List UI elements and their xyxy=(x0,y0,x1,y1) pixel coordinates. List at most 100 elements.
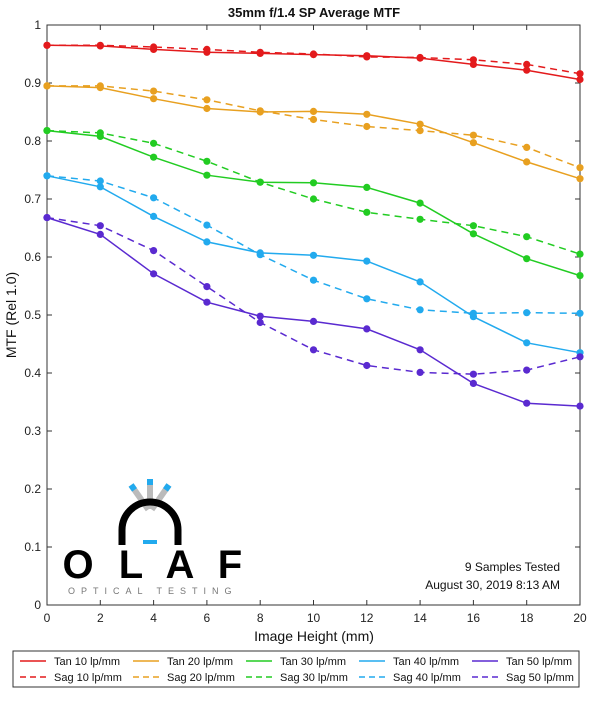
data-point xyxy=(203,171,211,179)
data-point xyxy=(523,366,531,374)
data-point xyxy=(203,283,211,291)
x-tick-label: 16 xyxy=(467,611,481,625)
data-point xyxy=(416,120,424,128)
logo-letter-a: A xyxy=(166,543,195,587)
data-point xyxy=(309,107,318,115)
y-tick-label: 0.3 xyxy=(24,424,41,438)
data-point xyxy=(363,208,371,216)
legend-item-sag-30-lp-mm: Sag 30 lp/mm xyxy=(246,672,348,684)
data-point xyxy=(96,129,104,137)
data-point xyxy=(150,212,158,220)
data-point xyxy=(416,199,424,207)
x-tick-label: 0 xyxy=(44,611,51,625)
data-point xyxy=(576,309,584,317)
series-sag-20-lp-mm xyxy=(43,82,584,172)
data-point xyxy=(96,177,104,185)
logo-camera-icon xyxy=(118,479,182,545)
samples-annotation: 9 Samples Tested xyxy=(465,560,560,574)
legend-item-sag-20-lp-mm: Sag 20 lp/mm xyxy=(133,672,235,684)
data-point xyxy=(43,82,51,90)
data-point xyxy=(309,179,318,187)
data-point xyxy=(363,110,371,118)
data-point xyxy=(43,214,51,222)
data-point xyxy=(416,306,424,314)
data-point xyxy=(256,318,264,327)
olaf-logo: O L A F OPTICAL TESTING xyxy=(62,479,242,596)
x-tick-label: 14 xyxy=(413,611,427,625)
data-point xyxy=(309,276,318,284)
data-point xyxy=(256,48,264,56)
data-point xyxy=(416,127,424,135)
legend-label: Tan 10 lp/mm xyxy=(54,656,120,668)
data-point xyxy=(43,41,51,49)
data-point xyxy=(150,270,158,278)
data-point xyxy=(576,353,584,361)
data-point xyxy=(203,45,211,54)
data-point xyxy=(469,230,477,238)
legend-label: Sag 40 lp/mm xyxy=(393,672,461,684)
data-point xyxy=(469,139,477,147)
y-tick-label: 0.5 xyxy=(24,308,41,322)
series-sag-10-lp-mm xyxy=(43,41,584,78)
series-sag-40-lp-mm xyxy=(43,172,584,317)
data-point xyxy=(416,346,424,354)
data-point xyxy=(203,221,211,229)
data-point xyxy=(256,178,264,186)
legend-item-tan-10-lp-mm: Tan 10 lp/mm xyxy=(20,656,120,668)
data-point xyxy=(43,127,51,135)
data-point xyxy=(576,70,584,78)
data-point xyxy=(523,255,531,263)
x-tick-label: 10 xyxy=(307,611,321,625)
data-point xyxy=(363,325,371,333)
data-point xyxy=(203,157,211,165)
data-point xyxy=(363,295,371,303)
x-tick-labels: 0 2 4 6 8 10 12 14 16 18 20 xyxy=(44,611,587,625)
y-tick-label: 0.1 xyxy=(24,540,41,554)
data-point xyxy=(363,361,371,370)
legend-item-tan-40-lp-mm: Tan 40 lp/mm xyxy=(359,656,459,668)
series-layer xyxy=(43,41,584,410)
data-point xyxy=(96,230,104,238)
y-tick-label: 1 xyxy=(34,18,41,32)
logo-letter-l: L xyxy=(119,543,143,587)
x-tick-label: 18 xyxy=(520,611,534,625)
data-point xyxy=(469,56,477,64)
data-point xyxy=(150,247,158,255)
logo-letter-o: O xyxy=(62,543,93,587)
data-point xyxy=(363,53,371,61)
data-point xyxy=(150,153,158,161)
legend-item-tan-20-lp-mm: Tan 20 lp/mm xyxy=(133,656,233,668)
data-point xyxy=(523,309,531,317)
y-tick-label: 0.8 xyxy=(24,134,41,148)
data-point xyxy=(96,183,104,191)
data-point xyxy=(150,95,158,103)
data-point xyxy=(309,50,318,58)
legend-label: Sag 20 lp/mm xyxy=(167,672,235,684)
y-tick-label: 0 xyxy=(34,598,41,612)
data-point xyxy=(469,379,477,387)
legend-label: Sag 50 lp/mm xyxy=(506,672,574,684)
data-point xyxy=(96,41,104,49)
data-point xyxy=(523,143,531,151)
data-point xyxy=(203,238,211,246)
legend-box xyxy=(12,650,580,688)
series-sag-30-lp-mm xyxy=(43,127,584,258)
data-point xyxy=(469,222,477,230)
data-point xyxy=(576,164,584,172)
logo-letter-f: F xyxy=(218,543,242,587)
data-point xyxy=(309,115,318,124)
data-point xyxy=(416,53,424,62)
y-tick-label: 0.4 xyxy=(24,366,41,380)
legend-item-sag-50-lp-mm: Sag 50 lp/mm xyxy=(472,672,574,684)
data-point xyxy=(416,278,424,286)
data-point xyxy=(363,183,371,191)
y-tick-labels: 0 0.1 0.2 0.3 0.4 0.5 0.6 0.7 0.8 0.9 1 xyxy=(24,18,41,612)
data-point xyxy=(576,75,584,84)
data-point xyxy=(256,312,264,320)
data-point xyxy=(309,317,318,325)
y-tick-label: 0.2 xyxy=(24,482,41,496)
data-point xyxy=(150,194,158,202)
data-point xyxy=(309,346,318,354)
x-axis-label: Image Height (mm) xyxy=(254,628,374,644)
